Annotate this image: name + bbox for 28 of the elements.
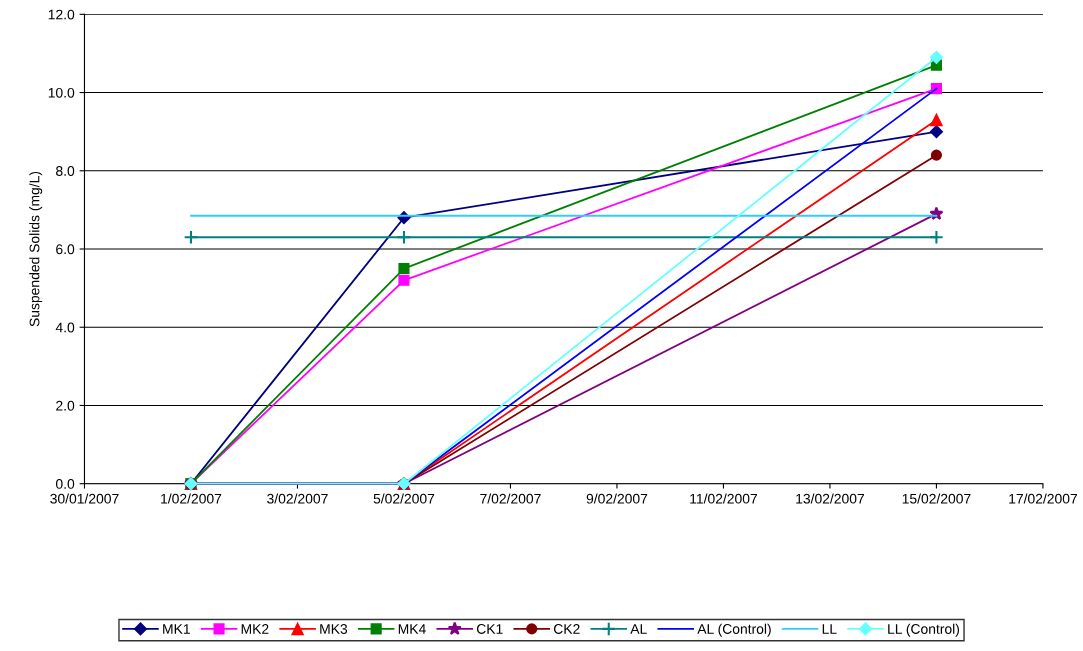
x-tick-label: 5/02/2007 [373, 493, 435, 504]
x-tick-label: 9/02/2007 [586, 493, 648, 504]
legend-label: MK3 [320, 624, 348, 634]
x-tick-label: 17/02/2007 [1009, 493, 1077, 504]
x-tick-label: 1/02/2007 [161, 493, 222, 504]
legend-label: MK2 [241, 624, 269, 634]
x-tick-label: 13/02/2007 [796, 493, 864, 504]
y-tick-label: 4.0 [55, 322, 75, 333]
y-tick-label: 6.0 [56, 244, 75, 255]
x-tick-label: 30/01/2007 [50, 493, 119, 504]
legend-label: AL [630, 624, 647, 634]
legend-label: LL [822, 624, 837, 634]
x-tick-label: 15/02/2007 [902, 493, 971, 504]
y-tick-label: 2.0 [56, 400, 75, 411]
legend-label: MK1 [163, 624, 190, 634]
y-tick-label: 12.0 [48, 9, 75, 20]
y-tick-label: 8.0 [56, 166, 75, 176]
legend-label: CK2 [553, 624, 580, 634]
legend-label: AL (Control) [697, 623, 771, 637]
x-tick-label: 11/02/2007 [690, 493, 757, 504]
y-axis-title: Suspended Solids (mg/L) [29, 171, 43, 327]
legend-label: LL (Control) [888, 623, 960, 637]
x-tick-label: 3/02/2007 [267, 493, 328, 504]
x-tick-label: 7/02/2007 [480, 493, 541, 504]
y-tick-label: 10.0 [48, 87, 75, 98]
legend-label: CK1 [476, 624, 503, 634]
y-tick-label: 0.0 [55, 479, 75, 489]
legend-label: MK4 [398, 624, 426, 634]
